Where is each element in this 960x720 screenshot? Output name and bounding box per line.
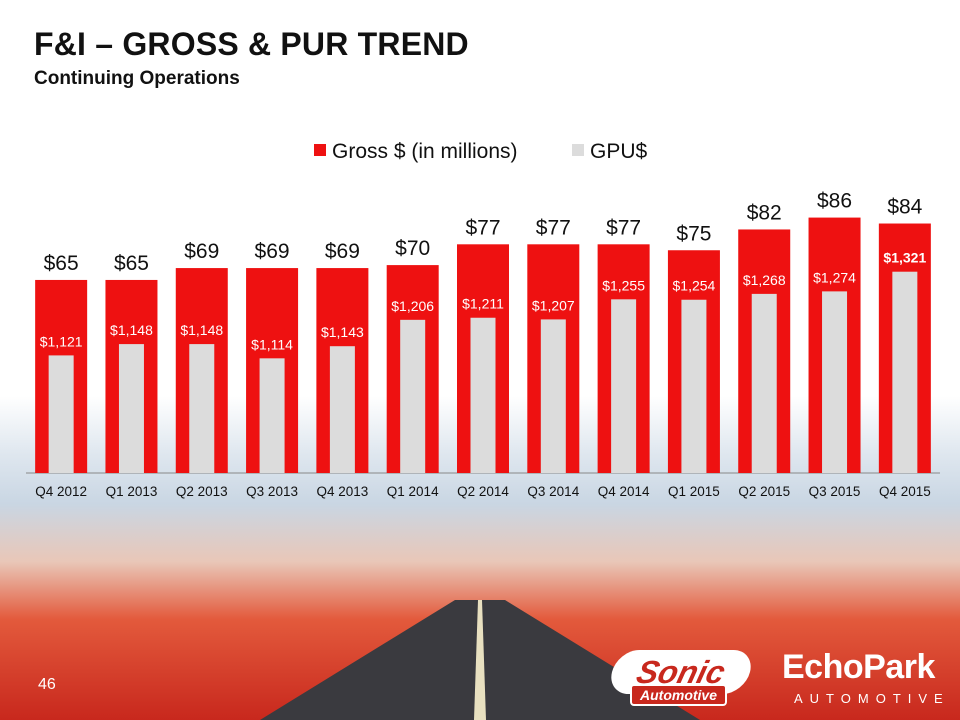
- sonic-automotive-logo: Sonic Automotive: [606, 650, 762, 712]
- gpu-bar: [751, 293, 777, 473]
- gpu-data-label: $1,274: [813, 269, 856, 285]
- gross-data-label: $75: [676, 222, 711, 245]
- gpu-bar: [189, 344, 215, 473]
- gpu-bar: [48, 355, 74, 473]
- echopark-logo-wordmark: EchoPark: [782, 648, 935, 686]
- gross-data-label: $70: [395, 237, 430, 260]
- gross-data-label: $84: [887, 196, 922, 219]
- sonic-logo-subtitle: Automotive: [630, 684, 727, 706]
- road-background-image: [260, 600, 700, 720]
- echopark-logo-subtitle: AUTOMOTIVE: [794, 691, 950, 706]
- gross-data-label: $69: [184, 240, 219, 263]
- x-tick-label: Q4 2013: [316, 484, 368, 499]
- x-tick-label: Q1 2015: [668, 484, 720, 499]
- gpu-data-label: $1,321: [883, 250, 926, 266]
- slide-title: F&I – GROSS & PUR TREND: [34, 26, 469, 62]
- legend-label-gpu: GPU$: [590, 140, 648, 163]
- gpu-data-label: $1,255: [602, 277, 645, 293]
- gpu-data-label: $1,207: [532, 297, 575, 313]
- gpu-data-label: $1,143: [321, 324, 364, 340]
- gpu-data-label: $1,121: [40, 333, 83, 349]
- gpu-bar: [540, 319, 566, 473]
- gpu-data-label: $1,148: [180, 322, 223, 338]
- gpu-bar: [259, 358, 285, 473]
- gpu-bar: [470, 317, 496, 473]
- gpu-data-label: $1,148: [110, 322, 153, 338]
- x-tick-label: Q1 2014: [387, 484, 439, 499]
- x-tick-label: Q2 2014: [457, 484, 509, 499]
- gross-data-label: $69: [325, 240, 360, 263]
- legend-label-gross: Gross $ (in millions): [332, 140, 518, 163]
- gpu-data-label: $1,206: [391, 298, 434, 314]
- page-number: 46: [38, 676, 56, 693]
- gpu-bar: [400, 319, 426, 473]
- gpu-data-label: $1,254: [673, 278, 716, 294]
- echopark-automotive-logo: EchoPark AUTOMOTIVE: [782, 648, 950, 710]
- gpu-bar: [611, 299, 637, 473]
- gross-data-label: $77: [465, 216, 500, 239]
- x-tick-label: Q3 2014: [527, 484, 579, 499]
- legend-swatch-gpu: [572, 144, 584, 156]
- x-tick-label: Q4 2012: [35, 484, 87, 499]
- gpu-data-label: $1,211: [462, 296, 504, 312]
- gpu-bar: [118, 344, 144, 473]
- gpu-bar: [822, 291, 848, 473]
- legend-swatch-gross: [314, 144, 326, 156]
- gpu-bar: [329, 346, 355, 473]
- x-tick-label: Q3 2015: [809, 484, 861, 499]
- x-tick-label: Q1 2013: [106, 484, 158, 499]
- x-tick-label: Q3 2013: [246, 484, 298, 499]
- gross-data-label: $82: [747, 201, 782, 224]
- gpu-bar: [892, 271, 918, 473]
- gpu-bar: [681, 299, 707, 473]
- gross-data-label: $65: [44, 252, 79, 275]
- gross-data-label: $77: [606, 216, 641, 239]
- gpu-data-label: $1,268: [743, 272, 786, 288]
- gross-data-label: $69: [255, 240, 290, 263]
- x-tick-label: Q2 2015: [738, 484, 790, 499]
- slide-subtitle: Continuing Operations: [34, 68, 240, 89]
- gross-data-label: $86: [817, 190, 852, 213]
- x-tick-label: Q4 2014: [598, 484, 650, 499]
- road-center-line: [474, 600, 486, 720]
- x-tick-label: Q2 2013: [176, 484, 228, 499]
- gpu-data-label: $1,114: [251, 336, 293, 352]
- fi-gross-pur-chart: $65 $1,121 Q4 2012 $65 $1,148 Q1 2013 $69 $1,14…: [26, 140, 940, 499]
- gross-data-label: $65: [114, 252, 149, 275]
- gross-data-label: $77: [536, 216, 571, 239]
- x-tick-label: Q4 2015: [879, 484, 931, 499]
